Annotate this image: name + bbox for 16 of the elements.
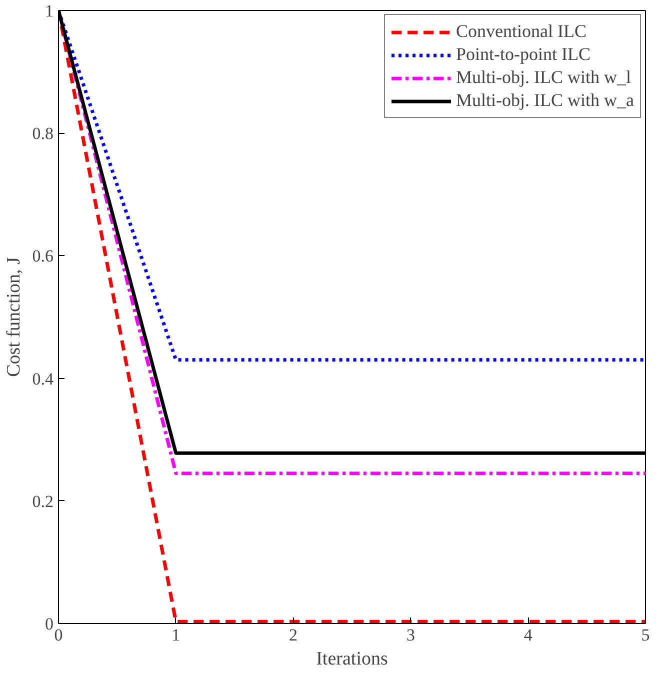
legend-label: Conventional ILC bbox=[456, 21, 586, 42]
x-tick-label: 3 bbox=[406, 626, 415, 644]
x-tick-label: 1 bbox=[172, 626, 180, 644]
y-tick-label: 0.2 bbox=[32, 492, 54, 511]
legend-label: Multi-obj. ILC with w_a bbox=[456, 90, 634, 111]
y-axis-title: Cost function, J bbox=[3, 257, 24, 377]
legend-label: Point-to-point ILC bbox=[456, 44, 590, 65]
y-tick-label: 1 bbox=[45, 2, 54, 20]
y-tick-label: 0.4 bbox=[32, 369, 54, 388]
x-tick-label: 2 bbox=[289, 626, 298, 644]
x-tick-label: 5 bbox=[641, 626, 650, 644]
y-tick-label: 0.6 bbox=[32, 246, 54, 266]
x-tick-label: 4 bbox=[524, 626, 533, 644]
legend-label: Multi-obj. ILC with w_l bbox=[456, 67, 631, 88]
y-tick-label: 0.8 bbox=[32, 124, 54, 144]
x-axis-title: Iterations bbox=[316, 648, 388, 670]
